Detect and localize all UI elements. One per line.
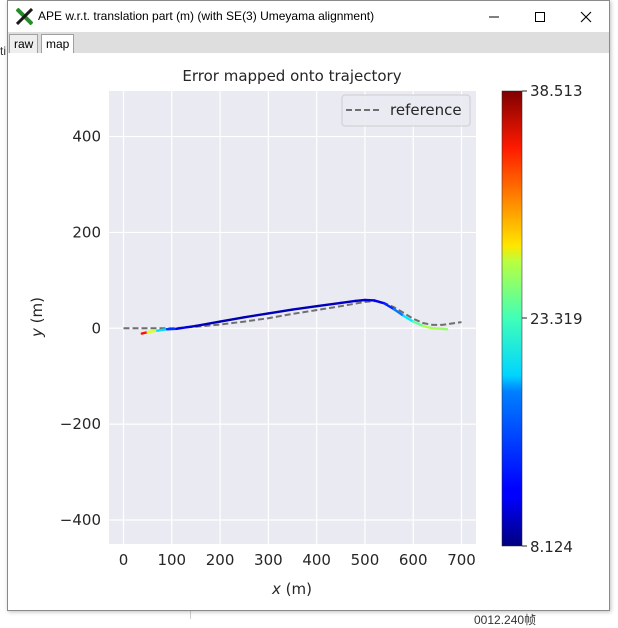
colorbar-label-max: 38.513 bbox=[530, 82, 583, 100]
colorbar: 38.513 23.319 8.124 bbox=[502, 82, 583, 556]
minimize-icon bbox=[488, 11, 500, 23]
trajectory-chart: Error mapped onto trajectory 0 100 200 300 4… bbox=[8, 53, 609, 610]
x-tick-label: 300 bbox=[254, 551, 283, 569]
trajectory-segment bbox=[186, 326, 196, 327]
y-tick-label: −400 bbox=[60, 511, 101, 529]
y-axis-label: y (m) bbox=[28, 297, 46, 338]
x-tick-label: 100 bbox=[157, 551, 186, 569]
tab-raw[interactable]: raw bbox=[9, 34, 38, 53]
plot-window: APE w.r.t. translation part (m) (with SE… bbox=[7, 0, 610, 611]
x-tick-label: 0 bbox=[119, 551, 129, 569]
chart-title: Error mapped onto trajectory bbox=[182, 67, 401, 85]
y-tick-label: 200 bbox=[72, 223, 101, 241]
x-tick-label: 700 bbox=[447, 551, 476, 569]
colorbar-gradient bbox=[502, 91, 522, 546]
plot-area: Error mapped onto trajectory 0 100 200 300 4… bbox=[8, 53, 609, 610]
legend: reference bbox=[342, 95, 470, 126]
x-tick-label: 500 bbox=[351, 551, 380, 569]
y-tick-label: 0 bbox=[91, 319, 101, 337]
title-bar[interactable]: APE w.r.t. translation part (m) (with SE… bbox=[8, 1, 609, 32]
trajectory-segment bbox=[355, 300, 365, 301]
trajectory-segment bbox=[148, 331, 158, 332]
app-x-icon bbox=[16, 8, 33, 25]
minimize-button[interactable] bbox=[471, 1, 517, 32]
colorbar-label-min: 8.124 bbox=[530, 538, 573, 556]
y-tick-label: −200 bbox=[60, 415, 101, 433]
background-fragment-left: ti bbox=[0, 44, 6, 58]
maximize-icon bbox=[534, 11, 546, 23]
x-axis-label: x (m) bbox=[271, 580, 312, 598]
window-title: APE w.r.t. translation part (m) (with SE… bbox=[38, 9, 374, 23]
colorbar-label-mid: 23.319 bbox=[530, 310, 583, 328]
x-tick-label: 200 bbox=[206, 551, 235, 569]
close-button[interactable] bbox=[563, 1, 609, 32]
axes-background bbox=[109, 91, 476, 544]
tab-map[interactable]: map bbox=[41, 34, 74, 53]
tab-bar: raw map bbox=[8, 32, 609, 53]
y-tick-label: 400 bbox=[72, 128, 101, 146]
trajectory-segment bbox=[177, 327, 187, 328]
trajectory-segment bbox=[157, 329, 167, 330]
x-tick-label: 600 bbox=[399, 551, 428, 569]
x-tick-label: 400 bbox=[302, 551, 331, 569]
maximize-button[interactable] bbox=[517, 1, 563, 32]
background-fragment-bottom: 0012.240帧 bbox=[474, 611, 536, 628]
legend-reference-label: reference bbox=[390, 101, 462, 119]
background-divider bbox=[190, 611, 191, 619]
close-icon bbox=[580, 11, 592, 23]
